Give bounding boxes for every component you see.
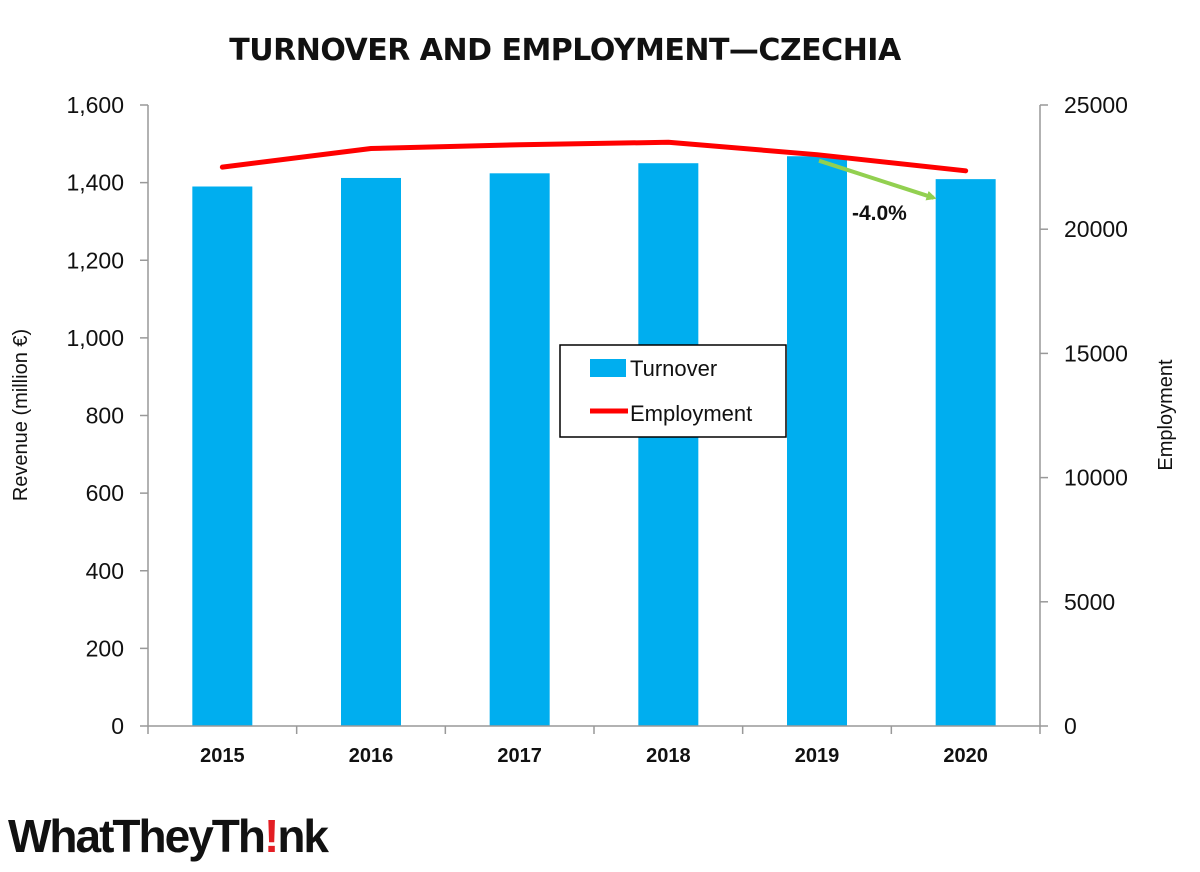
- legend-label-turnover: Turnover: [630, 356, 717, 381]
- right-tick-label: 15000: [1064, 340, 1128, 366]
- right-tick-label: 0: [1064, 713, 1077, 739]
- right-tick-label: 10000: [1064, 465, 1128, 491]
- line-series-employment: [219, 139, 969, 174]
- employment-line: [219, 139, 969, 174]
- left-tick-label: 1,600: [66, 92, 124, 118]
- bar-2016: [341, 177, 401, 726]
- x-tick-label: 2020: [943, 745, 988, 767]
- y-axis-title: Revenue (million €): [10, 329, 32, 501]
- left-tick-label: 1,400: [66, 170, 124, 196]
- left-tick-label: 1,200: [66, 247, 124, 273]
- left-tick-label: 400: [86, 558, 124, 584]
- annotation-label: -4.0%: [852, 202, 907, 225]
- annotation-arrow: [818, 158, 937, 201]
- chart-title: TURNOVER AND EMPLOYMENT—CZECHIA: [229, 33, 902, 68]
- left-tick-label: 800: [86, 403, 124, 429]
- whattheythink-logo: WhatTheyTh!nk: [8, 810, 331, 862]
- legend-swatch-turnover: [590, 359, 626, 377]
- x-axis-ticks: 2015 2016 2017 2018 2019 2020: [147, 726, 1041, 767]
- legend: Turnover Employment: [559, 344, 787, 438]
- bar-2015: [192, 186, 253, 727]
- bar-series-turnover: [192, 156, 996, 727]
- bar-2018: [638, 163, 699, 726]
- right-tick-label: 5000: [1064, 589, 1115, 615]
- change-annotation: -4.0%: [818, 158, 937, 225]
- left-tick-label: 600: [86, 480, 124, 506]
- x-tick-label: 2016: [349, 745, 394, 767]
- bar-2020: [935, 179, 996, 726]
- logo-wordmark: WhatTheyTh!nk: [8, 810, 329, 862]
- x-tick-label: 2019: [795, 745, 840, 767]
- right-tick-label: 20000: [1064, 216, 1128, 242]
- left-tick-label: 200: [86, 635, 124, 661]
- legend-label-employment: Employment: [630, 401, 752, 426]
- x-tick-label: 2015: [200, 745, 245, 767]
- y2-axis-title: Employment: [1155, 359, 1177, 471]
- right-tick-label: 25000: [1064, 92, 1128, 118]
- left-tick-label: 1,000: [66, 325, 124, 351]
- x-tick-label: 2018: [646, 745, 691, 767]
- bar-2019: [787, 156, 847, 727]
- left-axis-ticks: 0 200 400 600 800 1,000 1,200 1,400 1,600: [66, 92, 148, 739]
- bar-2017: [489, 173, 550, 726]
- left-tick-label: 0: [111, 713, 124, 739]
- x-tick-label: 2017: [497, 745, 542, 767]
- right-axis-ticks: 0 5000 10000 15000 20000 25000: [1040, 92, 1128, 739]
